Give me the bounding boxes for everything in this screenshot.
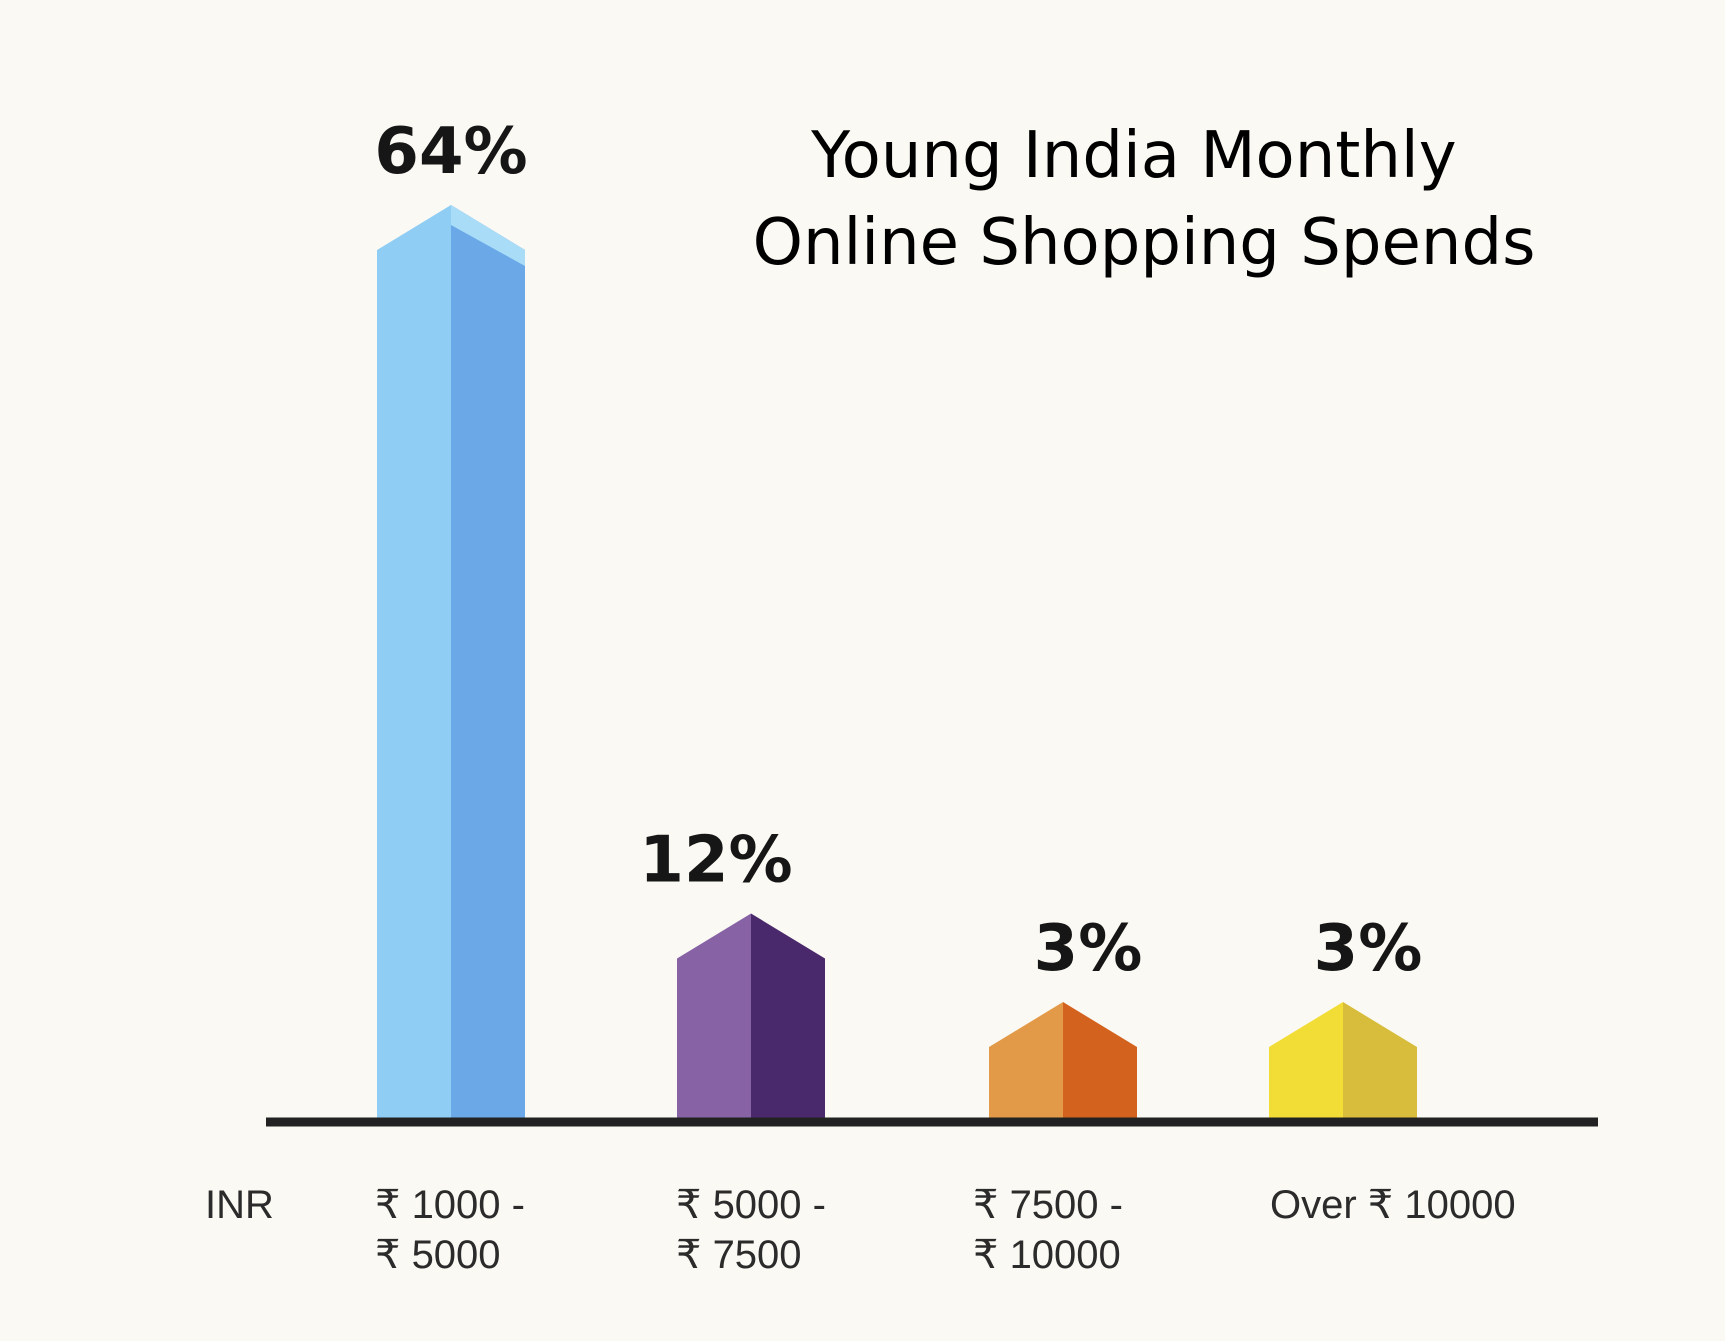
labels-layer: 64% ₹ 1000 - ₹ 5000 12% ₹ 5000 - ₹ 7500 3% ₹ 75… (374, 115, 1515, 1277)
bar-face-right (1343, 1002, 1417, 1122)
bar-face-left (989, 1002, 1063, 1122)
x-tick-label: ₹ 7500 - ₹ 10000 (973, 1183, 1123, 1277)
bar-value-label: 3% (1034, 912, 1143, 986)
chart-title: Young India Monthly Online Shopping Spen… (753, 119, 1536, 280)
bar (677, 913, 825, 1122)
x-tick-label-line: ₹ 1000 - (375, 1183, 525, 1227)
x-tick-label-line: ₹ 5000 - (676, 1183, 826, 1227)
bar-face-left (1269, 1002, 1343, 1122)
x-axis-unit-label: INR (205, 1183, 274, 1227)
bar-value-label: 3% (1314, 912, 1423, 986)
bar (989, 1002, 1137, 1122)
bar-value-label: 12% (639, 824, 792, 898)
bars-layer (377, 205, 1417, 1122)
chart-title-line-2: Online Shopping Spends (753, 206, 1536, 280)
bar-value-label: 64% (374, 115, 527, 189)
x-tick-label-line: ₹ 7500 (676, 1233, 802, 1277)
bar (377, 205, 525, 1122)
x-tick-label-line: Over ₹ 10000 (1270, 1183, 1516, 1227)
x-tick-label: ₹ 5000 - ₹ 7500 (676, 1183, 826, 1277)
x-tick-label: ₹ 1000 - ₹ 5000 (375, 1183, 525, 1277)
bar (1269, 1002, 1417, 1122)
x-tick-label-line: ₹ 7500 - (973, 1183, 1123, 1227)
x-tick-label-line: ₹ 5000 (375, 1233, 501, 1277)
bar-roof-cap (451, 205, 525, 266)
bar-face-left (677, 913, 751, 1122)
bar-face-right (1063, 1002, 1137, 1122)
x-tick-label-line: ₹ 10000 (973, 1233, 1121, 1277)
chart-title-line-1: Young India Monthly (810, 119, 1457, 193)
x-tick-label: Over ₹ 10000 (1270, 1183, 1516, 1227)
bar-face-left (377, 205, 451, 1122)
bar-face-right (751, 913, 825, 1122)
bar-face-right (451, 205, 525, 1122)
